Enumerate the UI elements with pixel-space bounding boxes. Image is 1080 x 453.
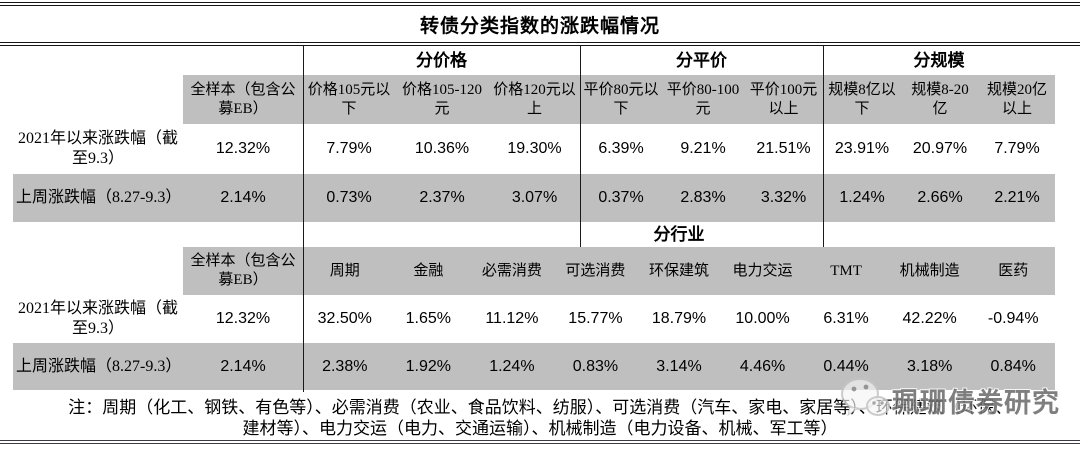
table-row-lastweek-industry: 上周涨跌幅（8.27-9.3） 2.14% 2.38% 1.92% 1.24% …: [13, 343, 1055, 390]
table-cell: 1.24%: [470, 343, 554, 390]
col-header: 价格105-120元: [395, 75, 489, 124]
table-cell: 10.00%: [735, 310, 790, 327]
group-header-by-parity: 分平价: [676, 50, 727, 70]
group-header-by-industry: 分行业: [653, 224, 705, 244]
col-header: 平价80元以下: [580, 75, 662, 124]
table-cell: 15.77%: [568, 310, 623, 327]
row-label: 上周涨跌幅（8.27-9.3）: [13, 343, 183, 390]
table-cell: 3.18%: [887, 343, 972, 390]
col-header: 医药: [971, 247, 1055, 295]
column-divider: [823, 46, 824, 247]
row-label: 2021年以来涨跌幅（截至9.3）: [17, 130, 178, 167]
table-cell: 7.79%: [994, 140, 1040, 157]
table-cell: 2.14%: [183, 343, 303, 390]
table-cell: 3.14%: [637, 343, 721, 390]
table-cell: 2.38%: [303, 343, 387, 390]
col-header: 平价80-100元: [662, 75, 744, 124]
top-double-rule: [0, 2, 1080, 6]
table-cell: 18.79%: [651, 310, 707, 327]
table-cell: 0.44%: [804, 343, 888, 390]
spacer-cell: [13, 222, 303, 247]
watermark-text: 珮珊债券研究: [892, 388, 1060, 418]
table-cell: 12.32%: [215, 310, 271, 327]
col-header-full-sample: 全样本（包含公募EB）: [183, 247, 303, 295]
table-cell: 2.14%: [183, 174, 303, 222]
bottom-double-rule: [0, 440, 1080, 444]
table-cell: 2.66%: [901, 174, 979, 222]
table-cell: 21.51%: [756, 140, 811, 157]
table-row-ytd-price: 2021年以来涨跌幅（截至9.3） 12.32% 7.79% 10.36% 19…: [13, 124, 1055, 174]
row-label: 2021年以来涨跌幅（截至9.3）: [17, 300, 178, 337]
industry-sub-header-row: 全样本（包含公募EB） 周期 金融 必需消费 可选消费 环保建筑 电力交运 TM…: [13, 247, 1055, 295]
footnote: 注：周期（化工、钢铁、有色等）、必需消费（农业、食品饮料、纺服）、可选消费（汽车…: [0, 397, 1080, 439]
group-header-by-price: 分价格: [416, 50, 467, 70]
table-cell: 1.24%: [823, 174, 901, 222]
col-header-full-sample: 全样本（包含公募EB）: [183, 75, 303, 124]
col-header: TMT: [804, 247, 888, 295]
table-cell: 1.65%: [405, 310, 452, 327]
col-header: 机械制造: [887, 247, 972, 295]
table-cell: 23.91%: [834, 140, 890, 157]
table-cell: 20.97%: [912, 140, 968, 157]
column-divider: [303, 46, 304, 392]
col-header: 平价100元以上: [744, 75, 823, 124]
table-cell: 2.37%: [395, 174, 489, 222]
row-label: 上周涨跌幅（8.27-9.3）: [13, 174, 183, 222]
col-header: 规模8亿以下: [823, 75, 901, 124]
table-cell: -0.94%: [987, 310, 1039, 327]
footnote-line-2: 建材等）、电力交运（电力、交通运输）、机械制造（电力设备、机械、军工等）: [242, 419, 838, 438]
col-header: 电力交运: [720, 247, 805, 295]
col-header: 价格105元以下: [303, 75, 395, 124]
table-cell: 19.30%: [507, 140, 562, 157]
table-cell: 10.36%: [414, 140, 470, 157]
col-header: 环保建筑: [637, 247, 721, 295]
table-cell: 2.21%: [979, 174, 1055, 222]
title-bottom-double-rule: [0, 42, 1080, 46]
table-cell: 32.50%: [317, 310, 372, 327]
price-sub-header-row: 全样本（包含公募EB） 价格105元以下 价格105-120元 价格120元以上…: [13, 75, 1055, 124]
spacer-cell: [13, 75, 183, 124]
table-cell: 0.37%: [580, 174, 662, 222]
col-header: 金融: [386, 247, 471, 295]
footnote-line-1: 注：周期（化工、钢铁、有色等）、必需消费（农业、食品饮料、纺服）、可选消费（汽车…: [68, 398, 1012, 417]
column-divider: [580, 46, 581, 247]
price-group-header-row: 分价格 分平价 分规模: [13, 46, 1055, 75]
table-cell: 11.12%: [485, 310, 539, 327]
col-header: 可选消费: [553, 247, 638, 295]
table-cell: 6.39%: [598, 140, 644, 157]
col-header: 规模20亿以上: [979, 75, 1055, 124]
col-header: 价格120元以上: [489, 75, 580, 124]
table-cell: 42.22%: [902, 310, 957, 327]
table-cell: 12.32%: [215, 140, 271, 157]
col-header: 必需消费: [470, 247, 554, 295]
col-header: 规模8-20亿: [901, 75, 979, 124]
table-row-ytd-industry: 2021年以来涨跌幅（截至9.3） 12.32% 32.50% 1.65% 11…: [13, 295, 1055, 343]
table-cell: 7.79%: [326, 140, 372, 157]
spacer-cell: [13, 46, 303, 75]
table-cell: 0.73%: [303, 174, 395, 222]
table-cell: 0.83%: [553, 343, 638, 390]
spacer-cell: [13, 247, 183, 295]
wechat-chat-bubbles-icon: [838, 372, 892, 429]
table-row-lastweek-price: 上周涨跌幅（8.27-9.3） 2.14% 0.73% 2.37% 3.07% …: [13, 174, 1055, 222]
industry-group-header-row: 分行业: [13, 222, 1055, 247]
group-header-by-size: 分规模: [913, 50, 965, 70]
table-cell: 9.21%: [680, 140, 726, 157]
table-cell: 6.31%: [823, 310, 869, 327]
watermark: 珮珊债券研究: [838, 372, 1060, 429]
table-title: 转债分类指数的涨跌幅情况: [419, 16, 660, 37]
table-cell: 3.07%: [489, 174, 580, 222]
table-cell: 1.92%: [386, 343, 471, 390]
table-cell: 2.83%: [662, 174, 744, 222]
col-header: 周期: [303, 247, 387, 295]
table-cell: 4.46%: [720, 343, 805, 390]
table-cell: 3.32%: [744, 174, 823, 222]
table-cell: 0.84%: [971, 343, 1055, 390]
